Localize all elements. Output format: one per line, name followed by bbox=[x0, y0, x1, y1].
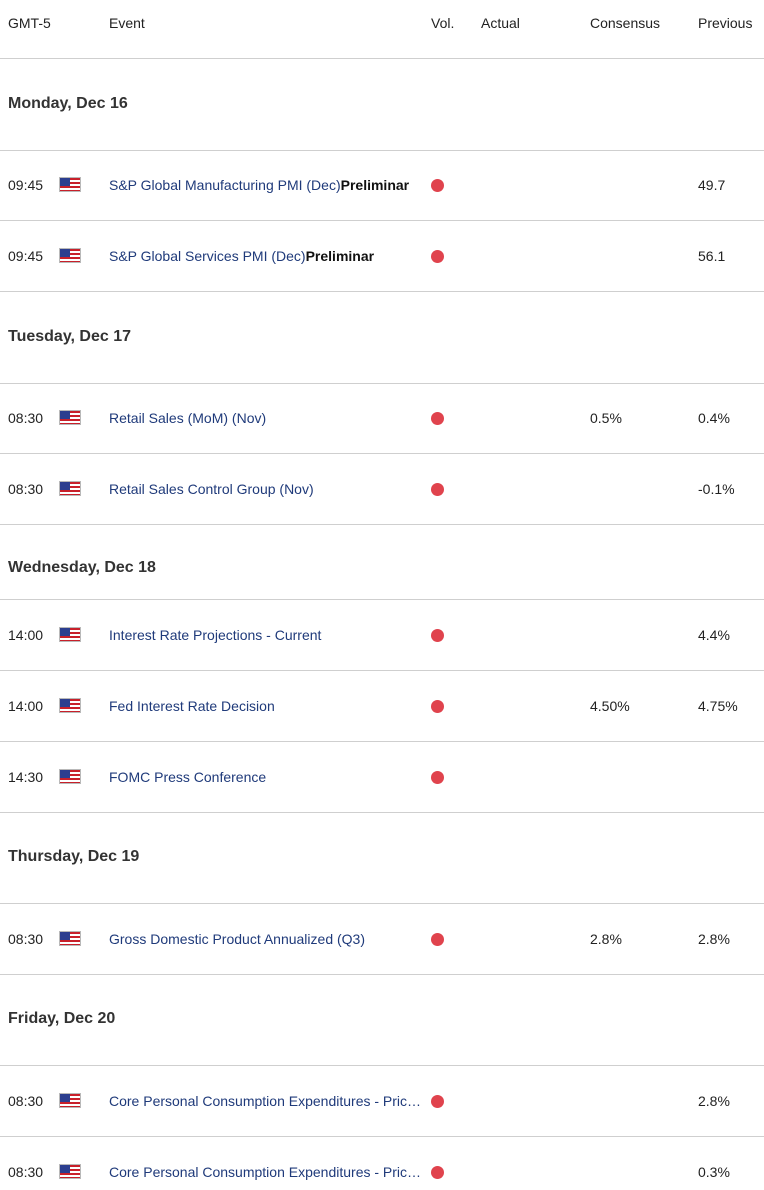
high-volatility-icon bbox=[431, 700, 444, 713]
high-volatility-icon bbox=[431, 483, 444, 496]
event-row[interactable]: 08:30 Retail Sales (MoM) (Nov) 0.5% 0.4% bbox=[0, 383, 764, 454]
event-consensus: 0.5% bbox=[590, 410, 622, 426]
us-flag-icon bbox=[59, 1093, 81, 1108]
event-row[interactable]: 09:45 S&P Global Services PMI (Dec)Preli… bbox=[0, 221, 764, 292]
event-name-link[interactable]: Interest Rate Projections - Current bbox=[109, 627, 322, 643]
event-previous: 56.1 bbox=[698, 248, 726, 264]
event-name-link[interactable]: Core Personal Consumption Expenditures -… bbox=[109, 1164, 425, 1180]
event-time: 08:30 bbox=[8, 481, 44, 497]
event-row[interactable]: 14:00 Fed Interest Rate Decision 4.50% 4… bbox=[0, 671, 764, 742]
header-previous: Previous bbox=[698, 15, 753, 31]
day-label: Monday, Dec 16 bbox=[8, 95, 128, 112]
us-flag-icon bbox=[59, 627, 81, 642]
us-flag-icon bbox=[59, 410, 81, 425]
event-time: 09:45 bbox=[8, 248, 44, 264]
us-flag-icon bbox=[59, 1164, 81, 1179]
event-time: 08:30 bbox=[8, 410, 44, 426]
event-row[interactable]: 08:30 Core Personal Consumption Expendit… bbox=[0, 1137, 764, 1190]
high-volatility-icon bbox=[431, 629, 444, 642]
event-time: 14:00 bbox=[8, 698, 44, 714]
event-row[interactable]: 14:30 FOMC Press Conference bbox=[0, 742, 764, 813]
header-consensus: Consensus bbox=[590, 15, 661, 31]
high-volatility-icon bbox=[431, 412, 444, 425]
event-name-link[interactable]: S&P Global Manufacturing PMI (Dec)Prelim… bbox=[109, 177, 410, 193]
day-header-monday: Monday, Dec 16 bbox=[0, 59, 764, 151]
event-name-link[interactable]: S&P Global Services PMI (Dec)Preliminar bbox=[109, 248, 375, 264]
header-timezone[interactable]: GMT-5 bbox=[8, 15, 51, 31]
us-flag-icon bbox=[59, 177, 81, 192]
day-header-wednesday: Wednesday, Dec 18 bbox=[0, 525, 764, 600]
event-row[interactable]: 08:30 Retail Sales Control Group (Nov) -… bbox=[0, 454, 764, 525]
day-header-tuesday: Tuesday, Dec 17 bbox=[0, 292, 764, 384]
calendar-header: GMT-5 Event Vol. Actual Consensus Previo… bbox=[0, 0, 764, 59]
event-previous: 4.75% bbox=[698, 698, 738, 714]
event-time: 14:30 bbox=[8, 769, 44, 785]
event-previous: 4.4% bbox=[698, 627, 730, 643]
header-volatility: Vol. bbox=[431, 15, 455, 31]
event-previous: 2.8% bbox=[698, 1093, 730, 1109]
day-header-friday: Friday, Dec 20 bbox=[0, 975, 764, 1066]
event-name-link[interactable]: Core Personal Consumption Expenditures -… bbox=[109, 1093, 425, 1109]
high-volatility-icon bbox=[431, 933, 444, 946]
event-name-link[interactable]: FOMC Press Conference bbox=[109, 769, 267, 785]
day-label: Tuesday, Dec 17 bbox=[8, 328, 132, 345]
event-previous: 0.4% bbox=[698, 410, 730, 426]
event-previous: 2.8% bbox=[698, 931, 730, 947]
event-time: 09:45 bbox=[8, 177, 44, 193]
event-name-link[interactable]: Retail Sales Control Group (Nov) bbox=[109, 481, 314, 497]
event-consensus: 4.50% bbox=[590, 698, 630, 714]
day-label: Thursday, Dec 19 bbox=[8, 848, 140, 865]
event-consensus: 2.8% bbox=[590, 931, 622, 947]
high-volatility-icon bbox=[431, 1166, 444, 1179]
event-time: 14:00 bbox=[8, 627, 44, 643]
event-time: 08:30 bbox=[8, 1164, 44, 1180]
event-name-link[interactable]: Gross Domestic Product Annualized (Q3) bbox=[109, 931, 365, 947]
event-time: 08:30 bbox=[8, 931, 44, 947]
day-label: Friday, Dec 20 bbox=[8, 1010, 116, 1027]
event-previous: 49.7 bbox=[698, 177, 726, 193]
high-volatility-icon bbox=[431, 771, 444, 784]
event-row[interactable]: 09:45 S&P Global Manufacturing PMI (Dec)… bbox=[0, 150, 764, 221]
header-event: Event bbox=[109, 15, 145, 31]
event-previous: -0.1% bbox=[698, 481, 735, 497]
event-name-link[interactable]: Fed Interest Rate Decision bbox=[109, 698, 275, 714]
us-flag-icon bbox=[59, 248, 81, 263]
high-volatility-icon bbox=[431, 250, 444, 263]
high-volatility-icon bbox=[431, 1095, 444, 1108]
us-flag-icon bbox=[59, 698, 81, 713]
event-row[interactable]: 14:00 Interest Rate Projections - Curren… bbox=[0, 600, 764, 671]
day-header-thursday: Thursday, Dec 19 bbox=[0, 813, 764, 904]
event-row[interactable]: 08:30 Gross Domestic Product Annualized … bbox=[0, 904, 764, 975]
event-row[interactable]: 08:30 Core Personal Consumption Expendit… bbox=[0, 1066, 764, 1137]
event-previous: 0.3% bbox=[698, 1164, 730, 1180]
high-volatility-icon bbox=[431, 179, 444, 192]
us-flag-icon bbox=[59, 931, 81, 946]
event-time: 08:30 bbox=[8, 1093, 44, 1109]
event-name-link[interactable]: Retail Sales (MoM) (Nov) bbox=[109, 410, 267, 426]
us-flag-icon bbox=[59, 769, 81, 784]
us-flag-icon bbox=[59, 481, 81, 496]
day-label: Wednesday, Dec 18 bbox=[8, 559, 156, 576]
header-actual: Actual bbox=[481, 15, 520, 31]
